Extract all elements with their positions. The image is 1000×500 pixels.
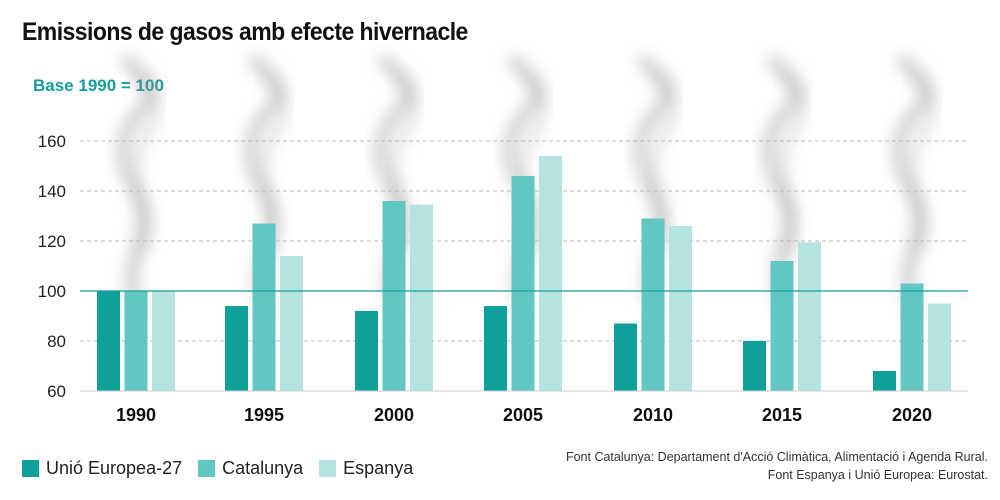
bar-uni-europea-27-1990	[97, 291, 120, 391]
bar-uni-europea-27-1995	[225, 306, 248, 391]
bars	[97, 156, 951, 391]
smoke-plume-thin	[777, 73, 807, 255]
source-catalunya: Font Catalunya: Departament d'Acció Clim…	[565, 450, 988, 464]
source-eurostat: Font Espanya i Unió Europea: Eurostat.	[767, 468, 988, 482]
bar-uni-europea-27-2020	[873, 371, 896, 391]
x-tick-label: 1990	[116, 405, 156, 425]
y-tick-label: 140	[38, 182, 66, 201]
bar-espanya-2015	[798, 242, 821, 391]
bar-espanya-1995	[280, 256, 303, 391]
chart-title: Emissions de gasos amb efecte hivernacle	[22, 18, 468, 46]
reference-line-group	[80, 290, 968, 392]
y-tick-label: 120	[38, 232, 66, 251]
bar-espanya-2005	[539, 156, 562, 391]
x-axis: 1990 1995 2000 2005 2010 2015 2020	[116, 405, 932, 425]
bar-uni-europea-27-2005	[484, 306, 507, 391]
bar-espanya-2010	[669, 226, 692, 391]
legend-swatch-ue27	[22, 460, 39, 477]
x-tick-label: 2015	[762, 405, 802, 425]
x-tick-label: 2005	[503, 405, 543, 425]
legend-label-espanya: Espanya	[343, 458, 414, 478]
x-tick-label: 2000	[374, 405, 414, 425]
bar-espanya-1990	[152, 291, 175, 391]
legend-swatch-espanya	[319, 460, 337, 477]
legend-item-ue27: Unió Europea-27	[22, 458, 182, 479]
x-tick-label: 2020	[892, 405, 932, 425]
x-tick-label: 2010	[633, 405, 673, 425]
smoke-plume-thin	[131, 73, 161, 255]
bar-catalunya-1990	[124, 291, 148, 391]
legend-label-ue27: Unió Europea-27	[46, 458, 183, 478]
legend: Unió Europea-27 Catalunya Espanya	[22, 458, 429, 479]
smoke-plume-thin	[907, 73, 937, 255]
bar-espanya-2000	[410, 204, 433, 391]
bar-uni-europea-27-2015	[743, 341, 766, 391]
bar-catalunya-2015	[770, 261, 794, 391]
bar-catalunya-2020	[900, 283, 924, 391]
y-tick-label: 100	[38, 282, 66, 301]
bar-espanya-2020	[928, 303, 951, 391]
smoke-plume	[890, 54, 936, 308]
smoke-plume	[760, 54, 806, 308]
legend-swatch-catalunya	[198, 460, 216, 477]
legend-label-catalunya: Catalunya	[222, 458, 304, 478]
bar-uni-europea-27-2010	[614, 323, 637, 391]
chart-subtitle: Base 1990 = 100	[33, 76, 164, 95]
y-tick-label: 60	[47, 382, 66, 401]
legend-item-catalunya: Catalunya	[198, 458, 303, 479]
legend-item-espanya: Espanya	[319, 458, 413, 479]
x-tick-label: 1995	[244, 405, 284, 425]
bar-catalunya-2010	[641, 218, 665, 391]
bar-catalunya-1995	[252, 223, 276, 391]
bar-catalunya-2005	[511, 176, 535, 391]
y-axis: 60 80 100 120 140 160	[38, 132, 66, 401]
bar-uni-europea-27-2000	[355, 311, 378, 391]
sources: Font Catalunya: Departament d'Acció Clim…	[566, 448, 988, 484]
smoke-plume	[114, 54, 160, 308]
y-tick-label: 80	[47, 332, 66, 351]
bar-catalunya-2000	[382, 201, 406, 391]
smoke-plume-thin	[259, 73, 289, 255]
y-tick-label: 160	[38, 132, 66, 151]
